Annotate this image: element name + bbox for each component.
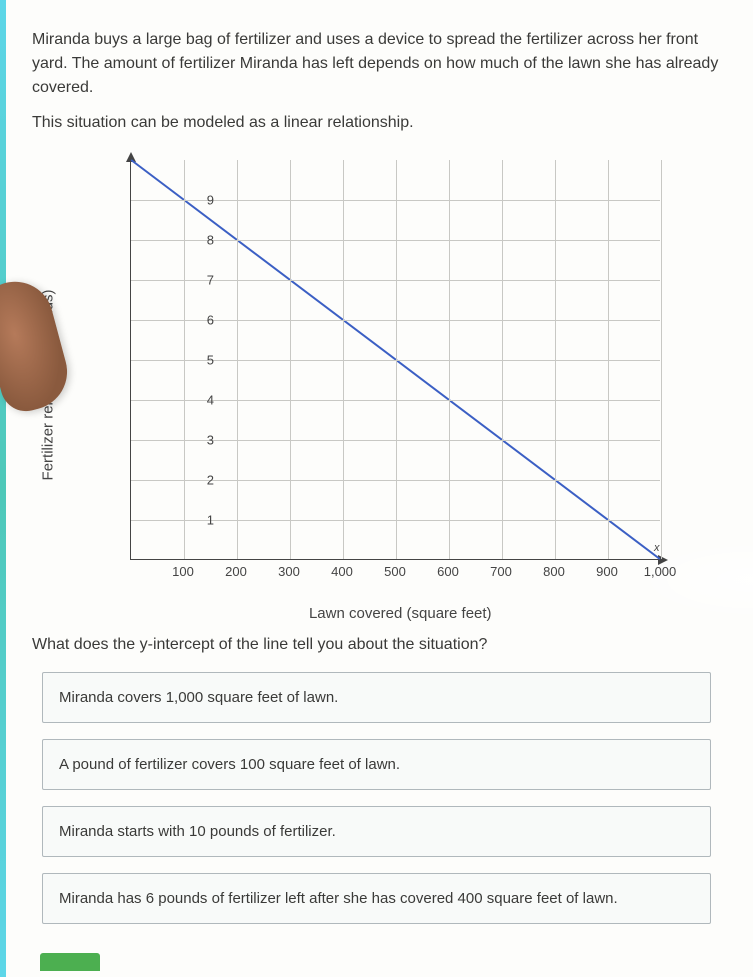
x-tick-label: 900 <box>596 564 618 579</box>
x-tick-label: 1,000 <box>644 564 677 579</box>
left-accent-bar <box>0 0 6 977</box>
x-tick-label: 800 <box>543 564 565 579</box>
question-text: What does the y-intercept of the line te… <box>32 636 721 654</box>
y-tick-label: 8 <box>194 233 214 248</box>
problem-paragraph: Miranda buys a large bag of fertilizer a… <box>32 28 721 100</box>
x-axis-label: Lawn covered (square feet) <box>309 605 492 622</box>
y-tick-label: 7 <box>194 273 214 288</box>
y-tick-label: 6 <box>194 313 214 328</box>
x-tick-label: 500 <box>384 564 406 579</box>
answer-option-1[interactable]: Miranda covers 1,000 square feet of lawn… <box>42 672 711 723</box>
x-tick-label: 200 <box>225 564 247 579</box>
x-tick-label: 300 <box>278 564 300 579</box>
x-tick-label: 600 <box>437 564 459 579</box>
x-tick-label: 400 <box>331 564 353 579</box>
y-tick-label: 3 <box>194 433 214 448</box>
y-tick-label: 2 <box>194 473 214 488</box>
y-tick-label: 9 <box>194 193 214 208</box>
answer-option-3[interactable]: Miranda starts with 10 pounds of fertili… <box>42 806 711 857</box>
thumb-overlay <box>0 273 76 417</box>
answer-option-4[interactable]: Miranda has 6 pounds of fertilizer left … <box>42 873 711 924</box>
submit-button-partial[interactable] <box>40 953 100 971</box>
x-tick-label: 700 <box>490 564 512 579</box>
y-tick-label: 1 <box>194 513 214 528</box>
answer-option-2[interactable]: A pound of fertilizer covers 100 square … <box>42 739 711 790</box>
gridline-v <box>661 160 662 559</box>
chart-container: Fertilizer remaining (pounds) x Lawn cov… <box>72 150 692 620</box>
y-tick-label: 4 <box>194 393 214 408</box>
y-tick-label: 5 <box>194 353 214 368</box>
problem-subtext: This situation can be modeled as a linea… <box>32 114 721 132</box>
x-tick-label: 100 <box>172 564 194 579</box>
